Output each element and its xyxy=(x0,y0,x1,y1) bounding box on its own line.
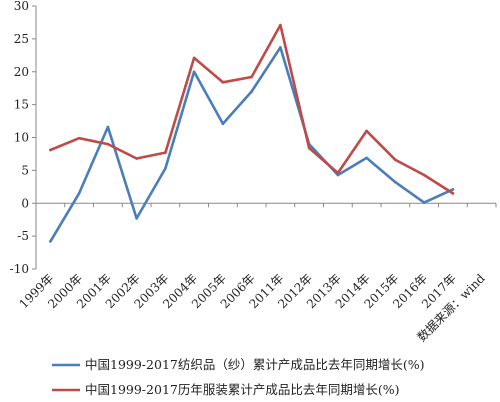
data-point xyxy=(49,240,52,243)
data-point xyxy=(422,173,426,177)
data-point xyxy=(307,146,311,150)
data-point xyxy=(192,70,196,74)
y-tick-label: 30 xyxy=(14,0,29,13)
data-point xyxy=(135,157,138,160)
data-point xyxy=(250,75,253,79)
data-point xyxy=(394,180,397,184)
data-point xyxy=(106,142,110,146)
y-tick-label: 25 xyxy=(14,32,29,46)
data-point xyxy=(279,23,282,27)
data-point xyxy=(336,173,340,177)
y-tick-label: 0 xyxy=(21,196,29,210)
legend-label-2: 中国1999-2017历年服装累计产成品比去年同期增长(%) xyxy=(85,382,399,397)
y-tick-label: -5 xyxy=(17,229,29,243)
data-point xyxy=(365,156,368,160)
data-point xyxy=(336,171,340,175)
data-point xyxy=(365,129,368,133)
data-point xyxy=(106,125,110,129)
y-tick-label: -10 xyxy=(10,262,29,276)
data-point xyxy=(451,192,455,195)
data-point xyxy=(192,56,196,60)
y-tick-label: 15 xyxy=(14,98,29,112)
data-point xyxy=(394,158,397,162)
data-point xyxy=(164,167,167,170)
data-point xyxy=(422,201,426,204)
y-axis: 30 25 20 15 10 5 0 -5 -10 xyxy=(10,0,37,276)
x-axis: 1999年2000年2001年2002年2003年2004年2005年2006年… xyxy=(17,202,497,311)
data-point xyxy=(451,188,455,191)
data-point xyxy=(250,90,253,93)
legend-label-1: 中国1999-2017纺织品（纱）累计产成品比去年同期增长(%) xyxy=(85,357,424,372)
data-point xyxy=(221,80,225,84)
data-point xyxy=(49,148,52,152)
data-point xyxy=(77,136,81,140)
y-tick-label: 10 xyxy=(14,131,29,145)
data-point xyxy=(77,192,81,195)
data-point xyxy=(164,151,167,154)
y-tick-label: 5 xyxy=(21,163,29,177)
legend: 中国1999-2017纺织品（纱）累计产成品比去年同期增长(%) 中国1999-2… xyxy=(52,357,424,397)
data-point xyxy=(279,46,282,49)
data-point xyxy=(221,122,225,125)
data-point xyxy=(135,217,138,220)
series-layer xyxy=(49,23,455,243)
series-line-2 xyxy=(49,23,455,195)
y-tick-label: 20 xyxy=(14,65,29,79)
